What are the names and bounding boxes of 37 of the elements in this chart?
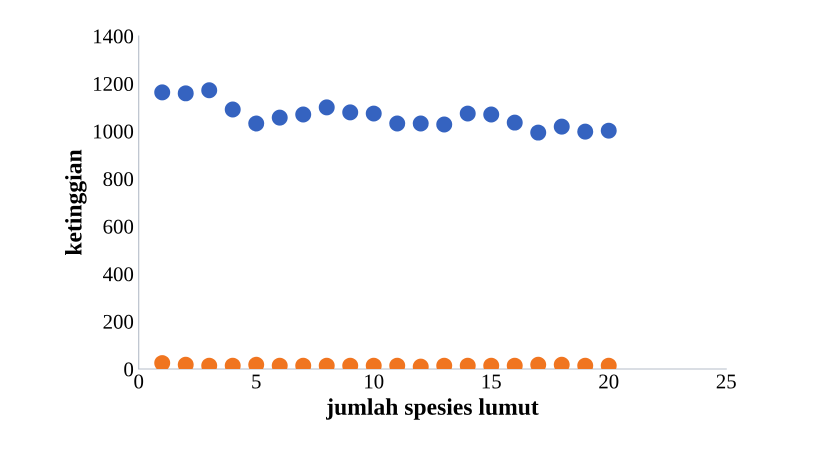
point	[530, 124, 546, 141]
point	[272, 110, 288, 126]
y-axis-title: ketinggian	[65, 150, 87, 256]
point	[154, 84, 170, 100]
x-tick-label: 10	[365, 374, 384, 389]
y-tick-label: 1200	[94, 76, 134, 92]
point	[154, 355, 170, 369]
x-tick-label: 15	[482, 374, 501, 389]
x-tick-label: 20	[599, 374, 618, 389]
y-tick-label: 800	[103, 172, 134, 186]
point	[389, 116, 406, 132]
point	[483, 106, 500, 122]
point	[201, 82, 218, 98]
point	[295, 106, 312, 122]
point	[366, 106, 382, 122]
point	[248, 116, 264, 132]
y-tick-label: 200	[104, 314, 134, 329]
y-tick-label: 1400	[94, 29, 134, 44]
point	[318, 99, 335, 116]
y-tick-label: 400	[103, 267, 134, 282]
point	[224, 102, 241, 118]
point	[178, 85, 194, 102]
x-tick-label: 0	[134, 374, 144, 389]
x-tick-label: 25	[716, 374, 736, 389]
point	[412, 116, 429, 132]
x-tick-label: 5	[252, 374, 261, 389]
point	[600, 122, 617, 139]
point	[436, 116, 452, 132]
point	[342, 104, 358, 120]
y-tick-label: 0	[124, 362, 134, 376]
point	[554, 118, 570, 135]
y-tick-label: 1000	[94, 124, 134, 139]
point	[460, 106, 476, 122]
point	[506, 114, 523, 131]
point	[577, 124, 594, 140]
x-axis-title: jumlah spesies lumut	[326, 398, 539, 420]
y-tick-label: 600	[104, 220, 134, 234]
